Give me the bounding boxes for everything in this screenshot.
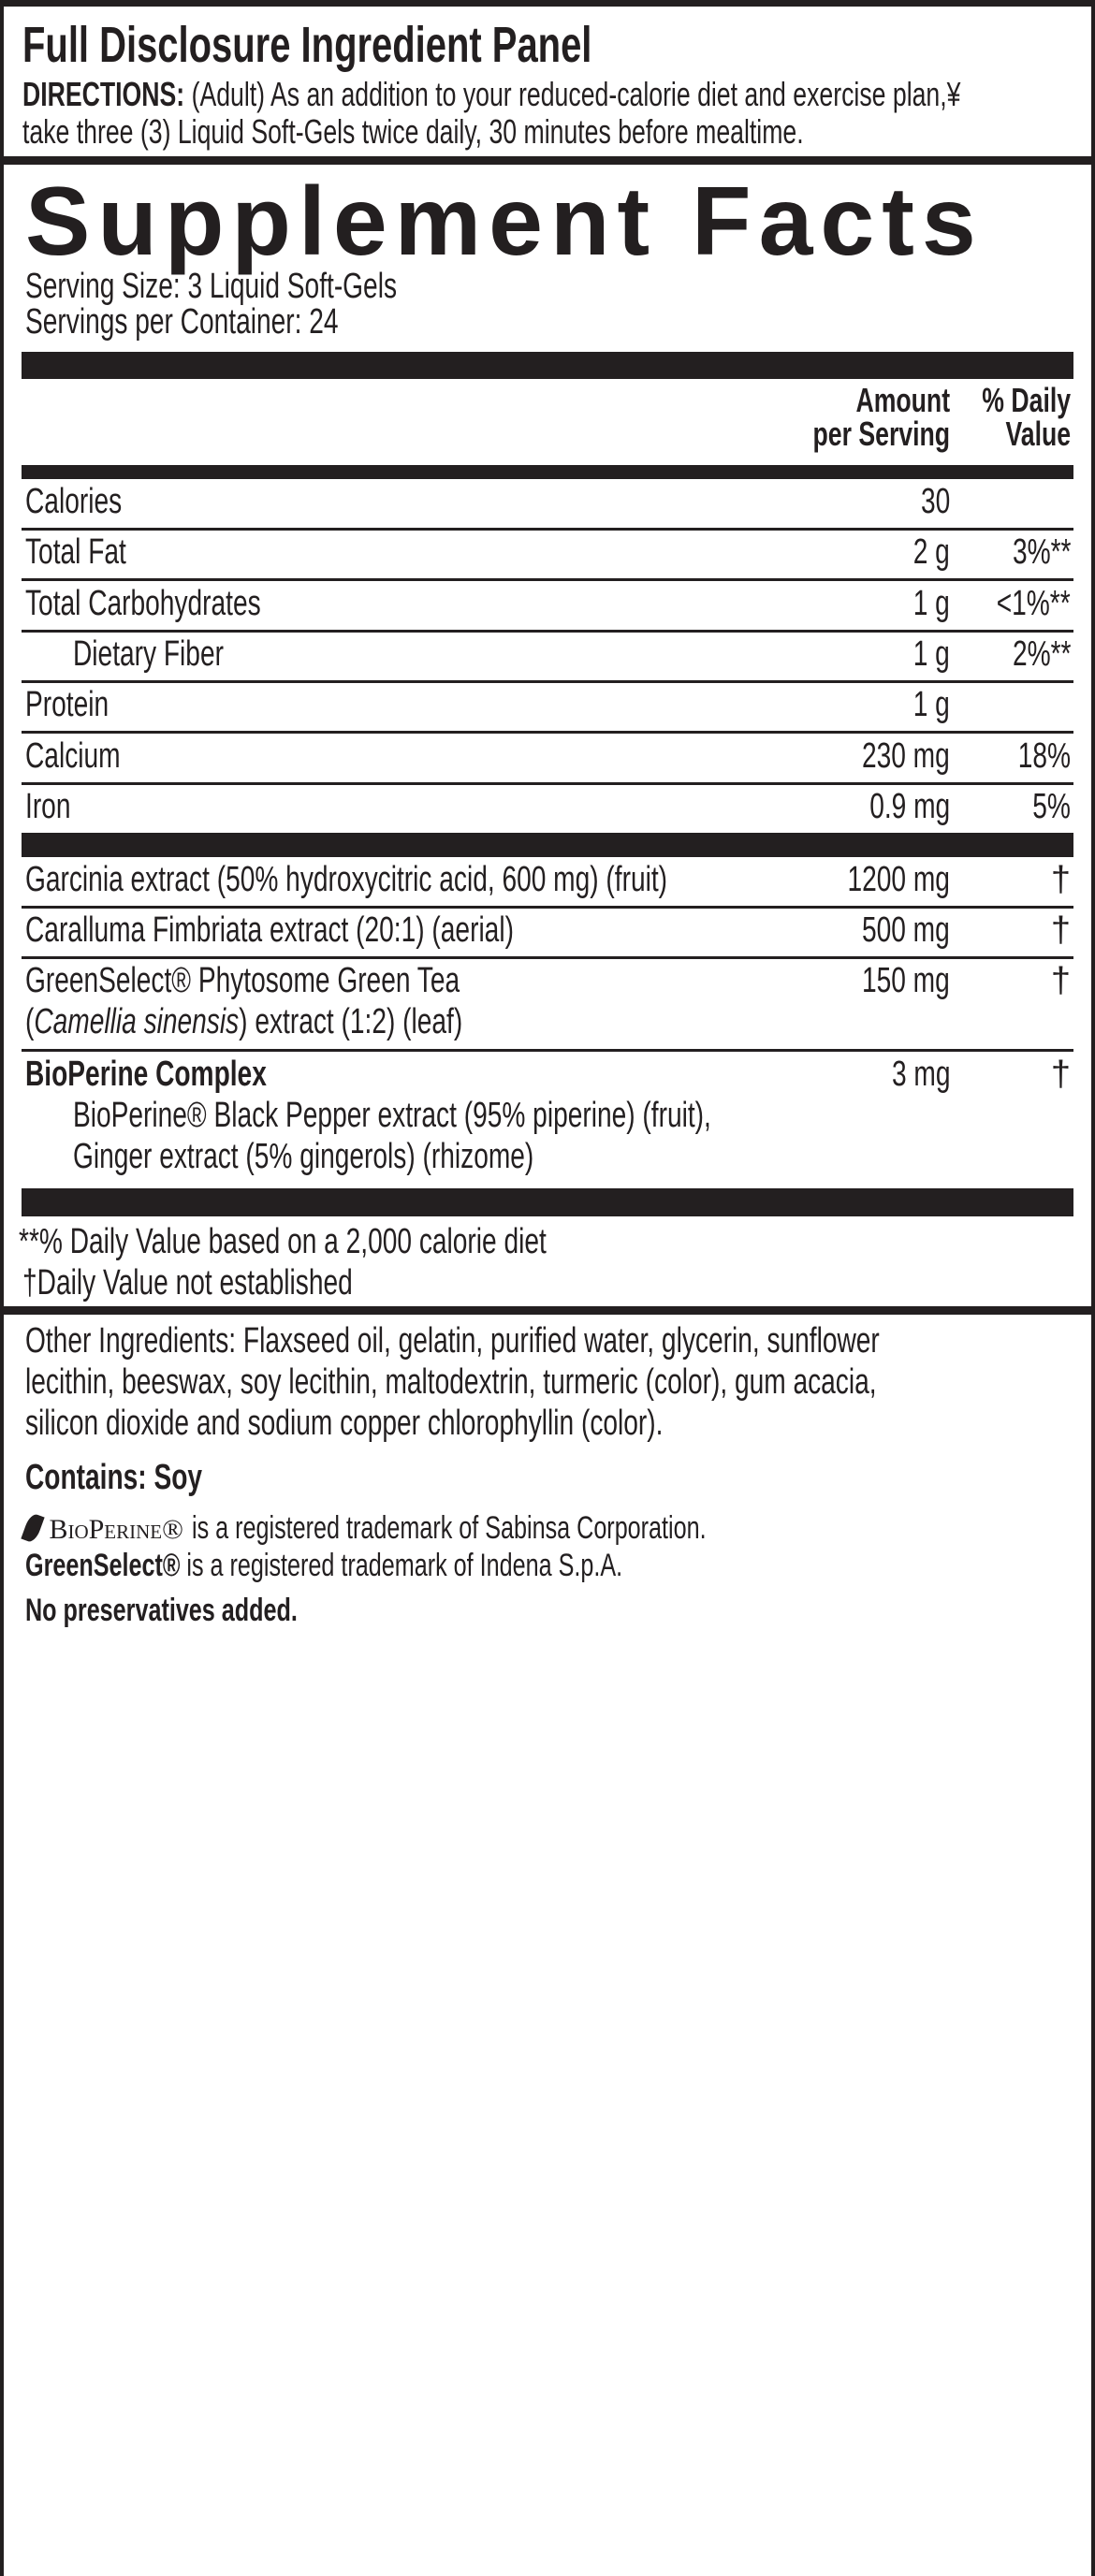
divider-bar — [22, 1188, 1073, 1216]
nutrient-amount: 230 mg — [862, 735, 950, 776]
bioperine-logo: BioPerine® — [49, 1514, 183, 1545]
nutrient-amount: 2 g — [912, 532, 950, 573]
no-preservatives: No preservatives added. — [25, 1593, 298, 1628]
ingredient-name: BioPerine Complex — [25, 1055, 267, 1094]
footnote-not-established: †Daily Value not established — [22, 1263, 353, 1303]
directions-text-2: take three (3) Liquid Soft-Gels twice da… — [22, 112, 804, 151]
nutrient-name: Total Fat — [25, 532, 126, 573]
greenselect-trademark: is a registered trademark of Indena S.p.… — [186, 1548, 623, 1583]
nutrient-daily-value: 3%** — [1012, 532, 1071, 573]
row-divider — [22, 629, 1073, 633]
divider-bar — [22, 833, 1073, 857]
ingredient-dv: † — [1050, 1055, 1071, 1094]
nutrient-name: Dietary Fiber — [73, 633, 224, 674]
divider-bar — [22, 465, 1073, 479]
row-divider — [22, 679, 1073, 683]
ingredient-amount: 3 mg — [891, 1055, 950, 1094]
row-divider — [22, 578, 1073, 582]
nutrient-amount: 1 g — [912, 685, 950, 725]
other-ingredients-panel: Other Ingredients: Flaxseed oil, gelatin… — [4, 1315, 1091, 2576]
nutrient-amount: 1 g — [912, 633, 950, 674]
row-divider — [22, 731, 1073, 735]
leaf-icon — [21, 1512, 45, 1544]
servings-per-container: Servings per Container: 24 — [25, 302, 339, 342]
greenselect-brand: GreenSelect® — [25, 1548, 181, 1583]
ingredient-sub: BioPerine® Black Pepper extract (95% pip… — [73, 1096, 711, 1135]
contains-soy: Contains: Soy — [25, 1458, 203, 1497]
nutrient-daily-value: 18% — [1017, 735, 1071, 776]
divider-bar — [22, 352, 1073, 379]
ingredient-name-2: (Camellia sinensis) extract (1:2) (leaf) — [25, 1002, 463, 1041]
ingredient-dv: † — [1050, 910, 1071, 950]
nutrient-amount: 30 — [920, 482, 950, 521]
nutrient-daily-value: 5% — [1032, 786, 1071, 826]
directions-text: (Adult) As an addition to your reduced-c… — [191, 75, 961, 113]
serving-size: Serving Size: 3 Liquid Soft-Gels — [25, 267, 398, 306]
facts-title: Supplement Facts — [25, 167, 984, 276]
directions-panel: Full Disclosure Ingredient Panel DIRECTI… — [4, 7, 1091, 156]
ingredient-dv: † — [1050, 860, 1071, 899]
bioperine-trademark: is a registered trademark of Sabinsa Cor… — [192, 1510, 707, 1546]
footnote-daily-value: **% Daily Value based on a 2,000 calorie… — [19, 1222, 547, 1261]
nutrient-name: Total Carbohydrates — [25, 583, 261, 623]
ingredient-name: GreenSelect® Phytosome Green Tea — [25, 961, 460, 1000]
row-divider — [22, 781, 1073, 785]
ingredient-name: Caralluma Fimbriata extract (20:1) (aeri… — [25, 910, 514, 950]
nutrient-name: Iron — [25, 786, 71, 826]
other-ingredients-line: Other Ingredients: Flaxseed oil, gelatin… — [25, 1321, 880, 1361]
nutrient-amount: 1 g — [912, 583, 950, 623]
ingredient-amount: 150 mg — [862, 961, 950, 1000]
nutrient-name: Protein — [25, 685, 110, 725]
nutrient-daily-value: 2%** — [1012, 633, 1071, 674]
ingredient-amount: 1200 mg — [847, 860, 950, 899]
nutrient-daily-value: <1%** — [997, 583, 1071, 623]
header-amount: Amount per Serving — [812, 381, 950, 453]
panel-title: Full Disclosure Ingredient Panel — [22, 17, 592, 73]
nutrient-name: Calories — [25, 482, 123, 521]
directions-label: DIRECTIONS: — [22, 75, 185, 113]
other-ingredients-line: lecithin, beeswax, soy lecithin, maltode… — [25, 1362, 877, 1402]
ingredient-name: Garcinia extract (50% hydroxycitric acid… — [25, 860, 668, 899]
header-daily-value: % Daily Value — [982, 381, 1071, 453]
ingredient-dv: † — [1050, 961, 1071, 1000]
row-divider — [22, 528, 1073, 531]
ingredient-sub: Ginger extract (5% gingerols) (rhizome) — [73, 1137, 534, 1176]
ingredient-amount: 500 mg — [862, 910, 950, 950]
nutrient-name: Calcium — [25, 735, 121, 776]
other-ingredients-line: silicon dioxide and sodium copper chloro… — [25, 1404, 664, 1443]
nutrient-amount: 0.9 mg — [869, 786, 950, 826]
